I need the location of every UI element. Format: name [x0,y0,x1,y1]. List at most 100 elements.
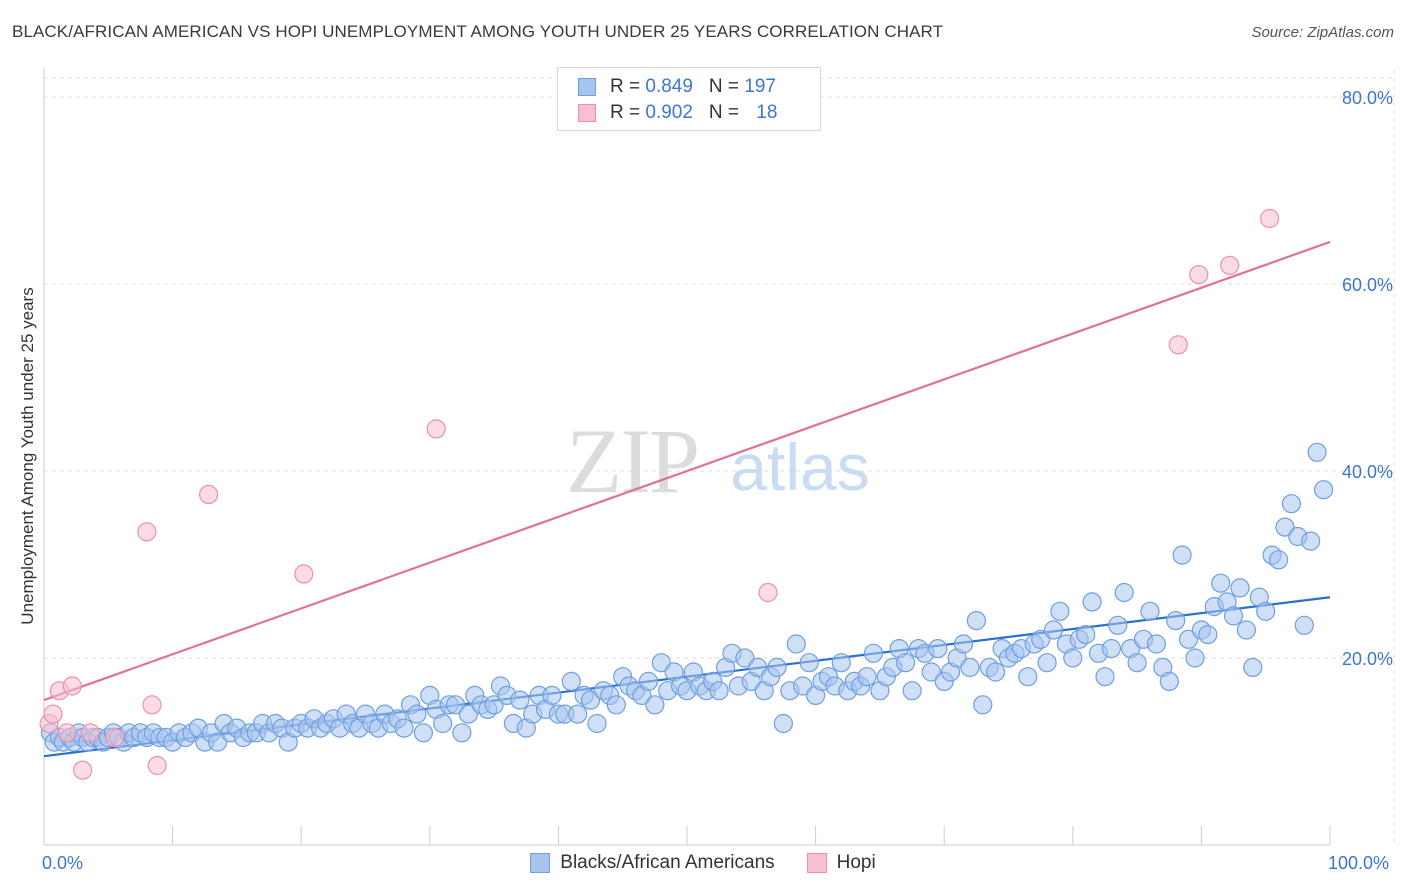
data-point-hopi [294,564,314,584]
watermark: ZIP atlas [566,410,870,512]
data-point-blacks [1172,545,1192,565]
data-point-blacks [1146,634,1167,654]
y-tick-labels: 20.0% 40.0% 60.0% 80.0% [1342,88,1393,669]
data-point-blacks [445,695,466,715]
data-point-blacks [638,671,659,692]
y-tick-label: 60.0% [1342,275,1393,295]
data-point-hopi [72,760,93,780]
data-point-blacks [1063,648,1083,668]
data-point-blacks [985,662,1006,682]
chart-title: BLACK/AFRICAN AMERICAN VS HOPI UNEMPLOYM… [12,22,944,41]
data-point-hopi [1220,255,1240,275]
data-point-blacks [928,638,948,659]
data-point-blacks [1211,573,1231,593]
r-label: R = [610,76,646,97]
data-point-blacks [1178,629,1199,649]
data-point-blacks [748,657,768,678]
data-point-blacks [452,723,472,743]
data-point-blacks [1198,624,1218,645]
data-point-blacks [953,634,974,654]
legend-label-blacks: Blacks/African Americans [560,852,775,873]
data-point-blacks [1018,667,1038,687]
data-point-blacks [709,681,729,701]
series-legend: Blacks/African Americans Hopi [0,852,1406,874]
data-point-blacks [1243,657,1263,678]
data-point-blacks [1082,592,1102,612]
data-point-blacks [1236,620,1257,640]
data-point-hopi [43,704,63,724]
data-point-blacks [831,653,851,673]
data-point-blacks [394,718,414,738]
data-point-blacks [1101,638,1122,659]
data-point-blacks [433,713,453,734]
data-point-blacks [1313,480,1334,500]
stats-legend: R = 0.849 N = 197 R = 0.902 N = 18 [557,67,821,131]
legend-item-blacks[interactable]: Blacks/African Americans [530,852,775,874]
data-point-blacks [1230,578,1250,598]
data-point-blacks [799,653,819,673]
data-point-blacks [863,643,884,663]
data-point-blacks [786,634,806,654]
data-point-blacks [568,704,588,724]
swatch-blacks [578,78,596,96]
y-axis-label: Unemployment Among Youth under 25 years [18,287,37,625]
y-tick-label: 40.0% [1342,462,1393,482]
data-point-blacks [1281,494,1302,514]
data-point-blacks [767,657,787,678]
data-point-hopi [1189,265,1209,285]
n-label: N = [708,102,745,123]
data-point-blacks [960,657,980,678]
x-tick-label-min: 0.0% [42,853,84,873]
legend-item-hopi[interactable]: Hopi [806,852,876,874]
legend-label-hopi: Hopi [836,852,876,873]
watermark-atlas: atlas [730,430,869,504]
data-point-hopi [758,582,778,603]
data-point-blacks [1268,550,1289,570]
stats-row-hopi: R = 0.902 N = 18 [578,101,777,125]
data-point-blacks [606,695,626,715]
data-point-blacks [1037,653,1057,673]
stats-row-blacks: R = 0.849 N = 197 [578,75,776,99]
data-point-blacks [484,695,504,715]
data-point-blacks [1256,601,1276,621]
data-point-blacks [973,695,993,715]
data-point-blacks [1127,653,1147,673]
x-tick-label-max: 100.0% [1328,853,1390,873]
data-point-blacks [1095,667,1115,687]
legend-swatch-hopi [806,853,827,873]
data-point-blacks [895,653,916,673]
r-label: R = [610,102,646,123]
data-point-hopi [1168,335,1188,355]
data-point-blacks [1185,648,1205,668]
y-tick-label: 80.0% [1342,88,1393,108]
data-point-hopi [62,676,82,696]
source-label: Source: ZipAtlas.com [1251,24,1394,41]
data-point-blacks [1140,601,1160,621]
n-value: 18 [756,102,778,123]
data-point-blacks [1114,582,1134,603]
data-point-blacks [921,662,941,682]
data-point-hopi [199,484,219,504]
swatch-hopi [578,104,596,122]
data-point-blacks [407,704,427,724]
data-point-blacks [413,723,433,743]
n-label: N = [708,76,745,97]
data-point-blacks [793,676,813,696]
data-point-hopi [426,419,446,439]
data-point-blacks [773,713,794,734]
data-point-hopi [1259,208,1280,229]
data-point-hopi [137,522,157,542]
data-point-blacks [1159,671,1179,692]
data-point-hopi [105,727,125,748]
data-point-blacks [966,610,987,631]
data-point-blacks [587,713,607,734]
r-value: 0.902 [645,102,693,123]
data-point-blacks [1166,610,1186,631]
legend-swatch-blacks [530,853,551,873]
data-point-blacks [1307,442,1327,462]
data-point-hopi [80,723,100,743]
data-point-blacks [1108,615,1128,635]
data-point-blacks [1223,606,1244,626]
data-point-blacks [561,671,581,692]
